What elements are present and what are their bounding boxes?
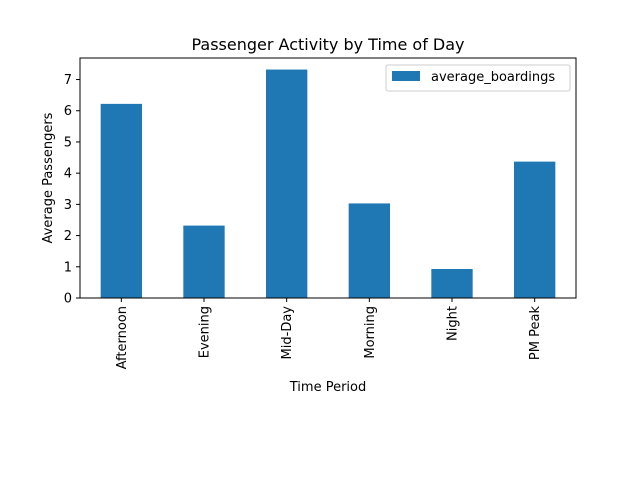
y-tick-label: 3 (64, 198, 72, 213)
y-tick-label: 0 (64, 292, 72, 307)
legend: average_boardings (385, 64, 571, 92)
bar-pm-peak (514, 161, 556, 298)
y-tick-label: 5 (64, 135, 72, 150)
legend-frame (385, 64, 571, 92)
x-axis-ticks: Afternoon Evening Mid-Day Morning Night PM Pe… (115, 298, 543, 369)
legend-swatch (392, 71, 420, 81)
y-axis-label: Average Passengers (41, 112, 56, 243)
y-axis-ticks: 0 1 2 3 4 5 6 7 (64, 73, 80, 307)
x-tick-label: Afternoon (115, 306, 130, 369)
x-tick-label: Evening (198, 306, 213, 358)
x-tick-label: PM Peak (528, 306, 543, 361)
bar-mid-day (266, 69, 308, 298)
y-tick-label: 2 (64, 229, 72, 244)
chart-title: Passenger Activity by Time of Day (191, 35, 464, 54)
plot-frame (79, 57, 577, 299)
bar-night (431, 268, 473, 298)
bars-group (100, 69, 556, 298)
y-tick-label: 4 (64, 167, 72, 182)
bar-afternoon (100, 103, 142, 298)
x-tick-label: Night (446, 306, 461, 341)
bar-morning (348, 203, 390, 298)
x-tick-label: Mid-Day (280, 306, 295, 360)
x-tick-label: Morning (363, 306, 378, 359)
y-tick-label: 6 (64, 104, 72, 119)
y-tick-label: 7 (64, 73, 72, 88)
bar-evening (183, 225, 225, 298)
legend-label: average_boardings (431, 70, 555, 85)
y-tick-label: 1 (64, 260, 72, 275)
x-axis-label: Time Period (289, 380, 366, 395)
